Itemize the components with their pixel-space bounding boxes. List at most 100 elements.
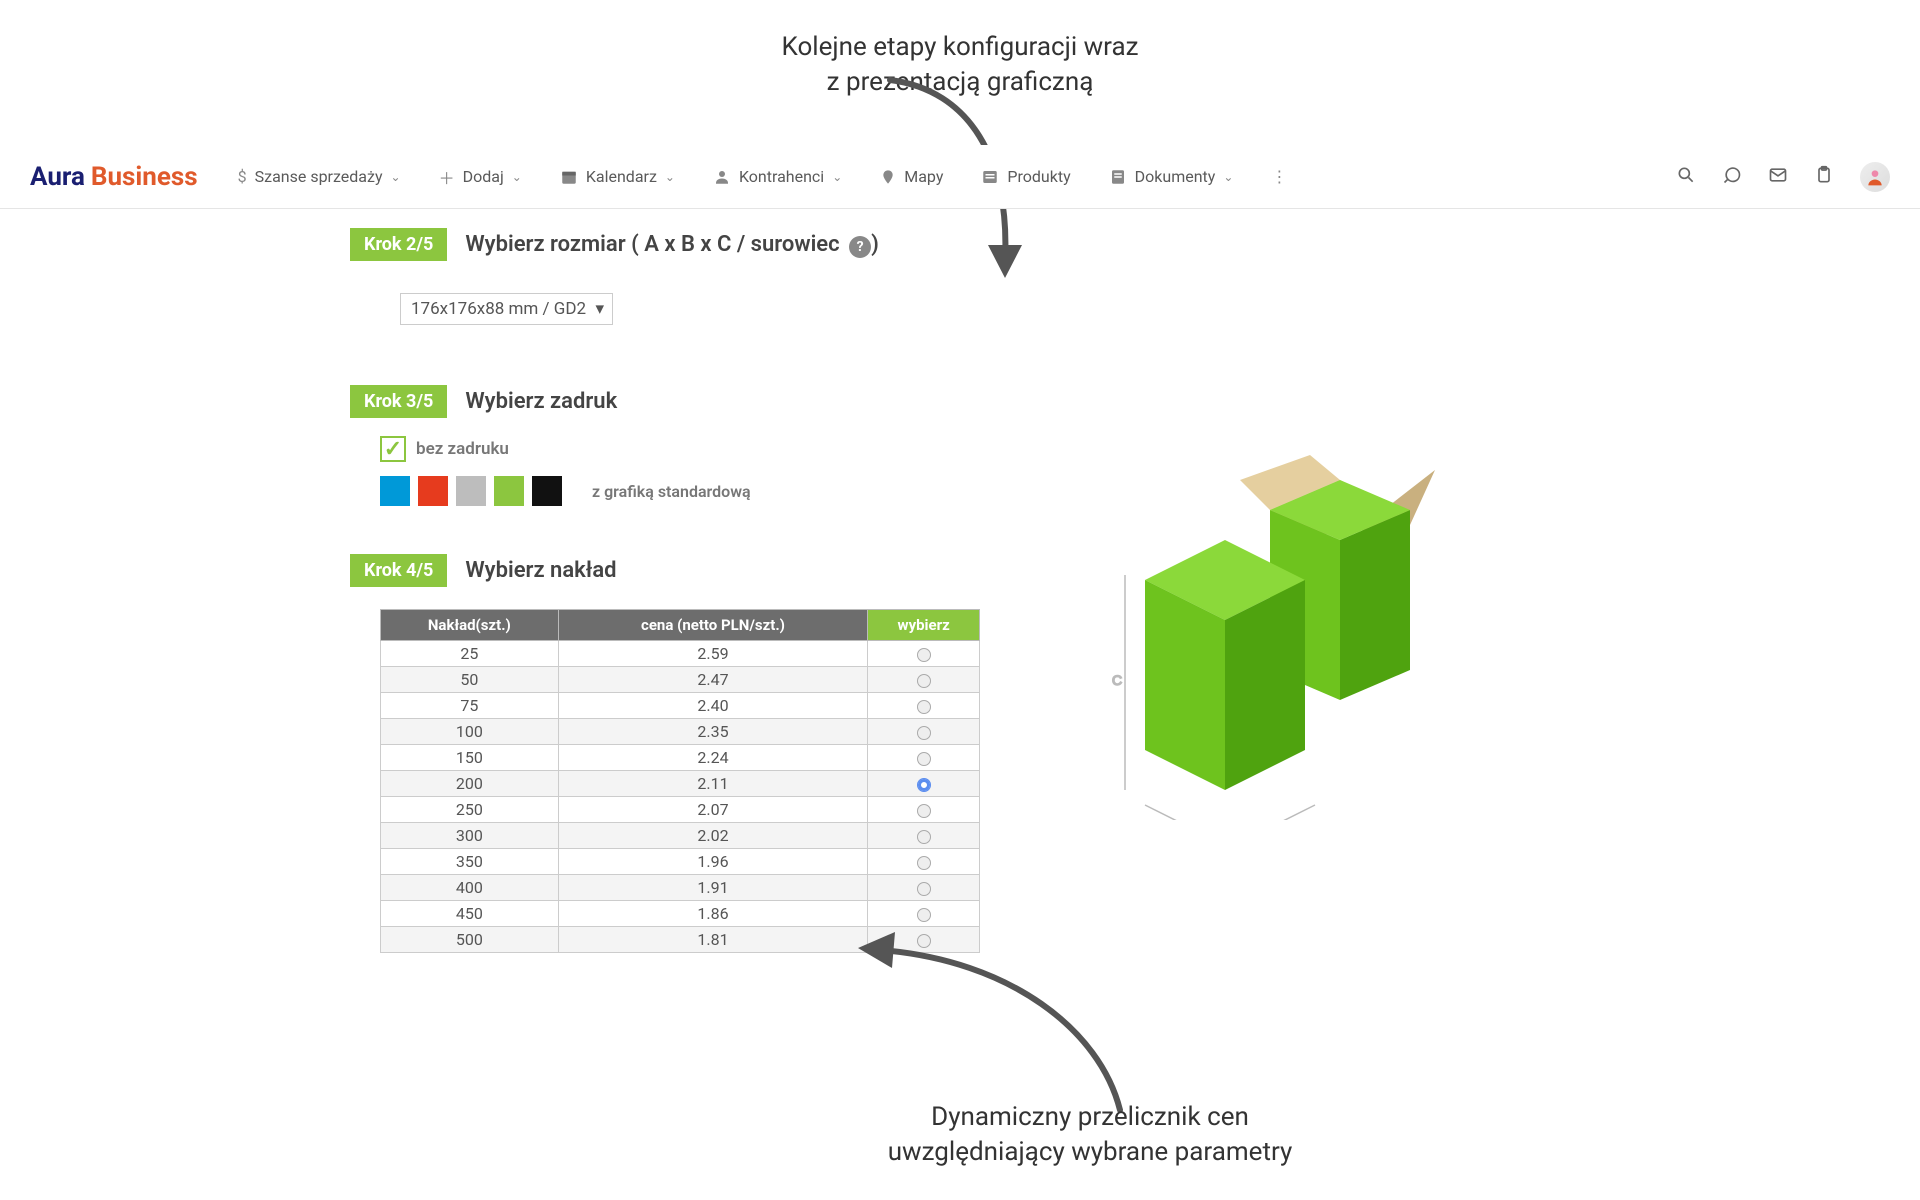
help-icon[interactable]: ? <box>849 236 871 258</box>
size-select[interactable]: 176x176x88 mm / GD2 <box>400 293 613 325</box>
radio-icon[interactable] <box>917 700 931 714</box>
step-title: Wybierz rozmiar ( A x B x C / surowiec ?… <box>465 232 878 258</box>
table-row[interactable]: 2502.07 <box>381 797 980 823</box>
cell-price: 2.35 <box>558 719 868 745</box>
step-2-row: Krok 2/5 Wybierz rozmiar ( A x B x C / s… <box>350 228 1110 261</box>
list-icon <box>981 168 999 186</box>
cell-select[interactable] <box>868 667 980 693</box>
color-swatch[interactable] <box>494 476 524 506</box>
radio-icon[interactable] <box>917 856 931 870</box>
chevron-down-icon: ⌄ <box>665 170 675 184</box>
nav-item-more[interactable]: ⋮ <box>1271 167 1287 186</box>
cell-select[interactable] <box>868 693 980 719</box>
cell-select[interactable] <box>868 927 980 953</box>
radio-icon[interactable] <box>917 804 931 818</box>
cell-price: 1.96 <box>558 849 868 875</box>
cell-qty: 50 <box>381 667 559 693</box>
price-table: Nakład(szt.) cena (netto PLN/szt.) wybie… <box>380 609 980 953</box>
step-badge: Krok 4/5 <box>350 554 447 587</box>
print-none-row[interactable]: ✓ bez zadruku <box>380 436 1110 462</box>
chat-icon[interactable] <box>1722 165 1742 189</box>
cell-select[interactable] <box>868 849 980 875</box>
cell-price: 1.81 <box>558 927 868 953</box>
nav-item-maps[interactable]: Mapy <box>880 167 943 186</box>
cell-select[interactable] <box>868 875 980 901</box>
cell-price: 2.02 <box>558 823 868 849</box>
radio-icon[interactable] <box>917 830 931 844</box>
nav-item-products[interactable]: Produkty <box>981 167 1070 186</box>
cell-price: 1.91 <box>558 875 868 901</box>
nav-label: Kontrahenci <box>739 167 824 186</box>
table-row[interactable]: 3002.02 <box>381 823 980 849</box>
nav-label: Kalendarz <box>586 167 657 186</box>
brand-second: Business <box>91 162 198 192</box>
table-row[interactable]: 4001.91 <box>381 875 980 901</box>
radio-icon[interactable] <box>917 752 931 766</box>
nav-item-calendar[interactable]: Kalendarz ⌄ <box>560 167 675 186</box>
search-icon[interactable] <box>1676 165 1696 189</box>
brand-logo[interactable]: Aura Business <box>30 162 198 192</box>
radio-icon[interactable] <box>917 882 931 896</box>
nav-label: Dokumenty <box>1135 167 1216 186</box>
step-title: Wybierz zadruk <box>465 389 617 414</box>
radio-icon[interactable] <box>917 908 931 922</box>
chevron-down-icon: ⌄ <box>1223 170 1233 184</box>
table-row[interactable]: 5001.81 <box>381 927 980 953</box>
nav-label: Mapy <box>904 167 943 186</box>
cell-qty: 450 <box>381 901 559 927</box>
cell-price: 1.86 <box>558 901 868 927</box>
color-swatch[interactable] <box>418 476 448 506</box>
cell-select[interactable] <box>868 823 980 849</box>
table-row[interactable]: 752.40 <box>381 693 980 719</box>
cell-qty: 500 <box>381 927 559 953</box>
cell-select[interactable] <box>868 719 980 745</box>
color-swatch[interactable] <box>532 476 562 506</box>
table-row[interactable]: 1502.24 <box>381 745 980 771</box>
annotation-bottom-line2: uwzględniający wybrane parametry <box>888 1137 1293 1167</box>
cell-select[interactable] <box>868 797 980 823</box>
radio-icon[interactable] <box>917 934 931 948</box>
radio-icon[interactable] <box>917 648 931 662</box>
nav-label: Dodaj <box>463 167 504 186</box>
table-row[interactable]: 3501.96 <box>381 849 980 875</box>
table-row[interactable]: 4501.86 <box>381 901 980 927</box>
checkbox-checked-icon[interactable]: ✓ <box>380 436 406 462</box>
person-icon <box>713 168 731 186</box>
nav-item-documents[interactable]: Dokumenty ⌄ <box>1109 167 1234 186</box>
nav-items: $ Szanse sprzedaży ⌄ ＋ Dodaj ⌄ Kalendarz… <box>238 165 1288 189</box>
table-row[interactable]: 1002.35 <box>381 719 980 745</box>
cell-qty: 400 <box>381 875 559 901</box>
cell-qty: 150 <box>381 745 559 771</box>
cell-select[interactable] <box>868 745 980 771</box>
swatch-row: z grafiką standardową <box>380 476 1110 506</box>
mail-icon[interactable] <box>1768 165 1788 189</box>
color-swatch[interactable] <box>380 476 410 506</box>
nav-item-add[interactable]: ＋ Dodaj ⌄ <box>439 165 522 189</box>
annotation-bottom: Dynamiczny przelicznik cen uwzględniając… <box>0 1100 1920 1170</box>
clipboard-icon[interactable] <box>1814 165 1834 189</box>
cell-qty: 300 <box>381 823 559 849</box>
avatar[interactable] <box>1860 162 1890 192</box>
table-row[interactable]: 2002.11 <box>381 771 980 797</box>
annotation-top-line1: Kolejne etapy konfiguracji wraz <box>781 32 1138 62</box>
annotation-bottom-line1: Dynamiczny przelicznik cen <box>931 1102 1249 1132</box>
chevron-down-icon: ⌄ <box>512 170 522 184</box>
cell-price: 2.59 <box>558 641 868 667</box>
cell-qty: 250 <box>381 797 559 823</box>
cell-select[interactable] <box>868 771 980 797</box>
radio-icon[interactable] <box>917 674 931 688</box>
color-swatch[interactable] <box>456 476 486 506</box>
table-row[interactable]: 502.47 <box>381 667 980 693</box>
table-header-price: cena (netto PLN/szt.) <box>558 610 868 641</box>
step-title: Wybierz nakład <box>465 558 616 583</box>
cell-select[interactable] <box>868 641 980 667</box>
step-3-row: Krok 3/5 Wybierz zadruk <box>350 385 1110 418</box>
chevron-down-icon: ⌄ <box>832 170 842 184</box>
cell-select[interactable] <box>868 901 980 927</box>
radio-icon[interactable] <box>917 778 931 792</box>
radio-icon[interactable] <box>917 726 931 740</box>
nav-item-contractors[interactable]: Kontrahenci ⌄ <box>713 167 842 186</box>
table-row[interactable]: 252.59 <box>381 641 980 667</box>
nav-item-sales[interactable]: $ Szanse sprzedaży ⌄ <box>238 167 401 186</box>
configurator-content: Krok 2/5 Wybierz rozmiar ( A x B x C / s… <box>350 228 1110 953</box>
